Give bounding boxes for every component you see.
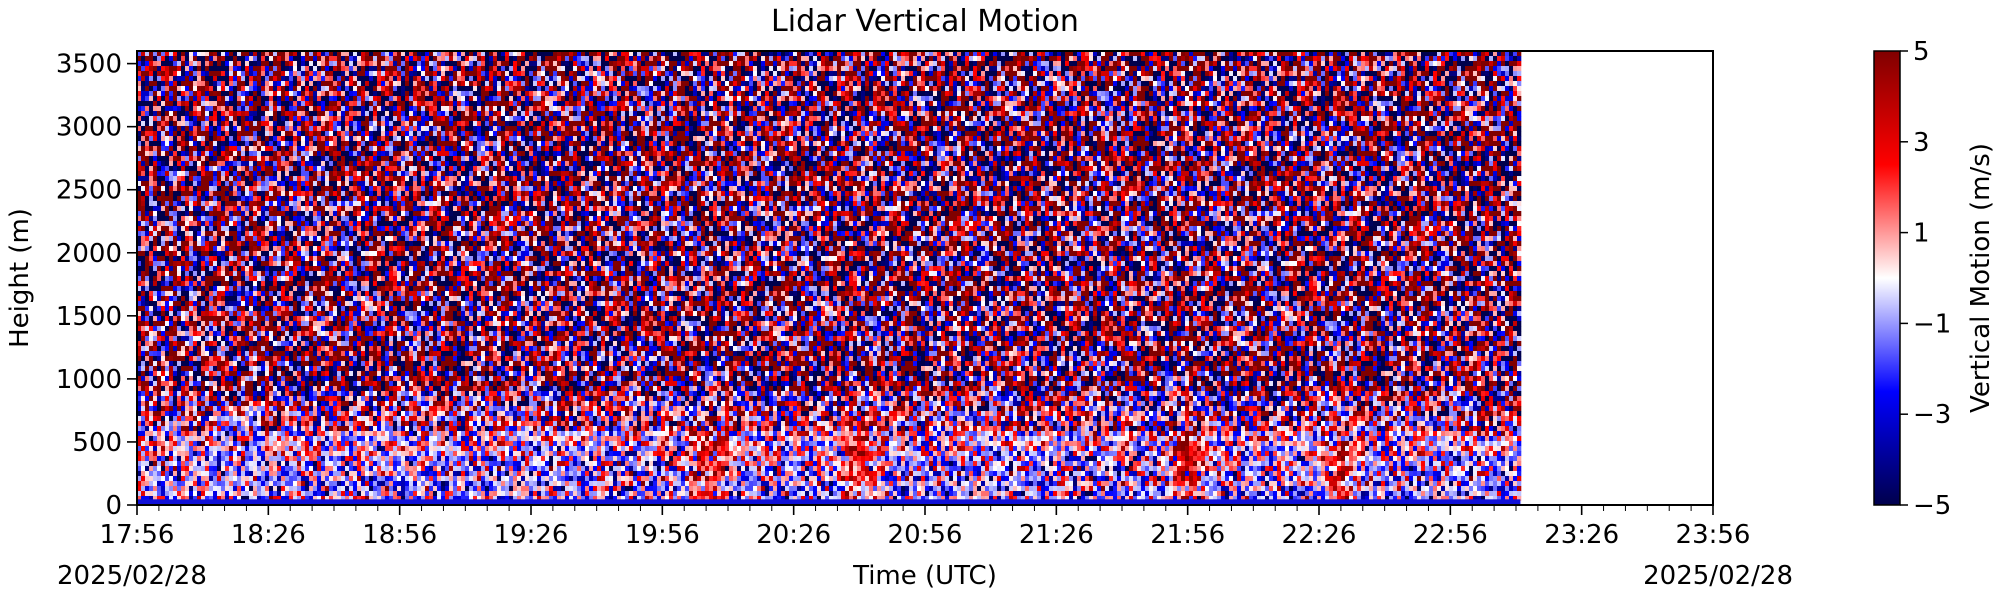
x-tick-label: 20:56 — [888, 520, 963, 550]
colorbar-tick-label: −5 — [1913, 491, 1951, 521]
y-tick-label: 1500 — [56, 302, 122, 332]
x-tick-label: 19:56 — [625, 520, 700, 550]
colorbar-tick-label: −3 — [1913, 400, 1951, 430]
y-tick-label: 3000 — [56, 113, 122, 143]
x-tick-label: 22:26 — [1282, 520, 1357, 550]
x-axis: 17:56 18:26 18:56 19:26 19:56 20:26 20:56 21:26… — [100, 505, 1751, 550]
x-tick-label: 18:26 — [231, 520, 306, 550]
heatmap-cells — [137, 51, 1521, 506]
colorbar — [1874, 51, 1900, 505]
x-tick-label: 23:56 — [1676, 520, 1751, 550]
x-tick-label: 21:56 — [1150, 520, 1225, 550]
y-tick-label: 1000 — [56, 365, 122, 395]
y-tick-label: 2500 — [56, 176, 122, 206]
y-tick-label: 500 — [72, 428, 122, 458]
x-tick-label: 17:56 — [100, 520, 175, 550]
chart-title: Lidar Vertical Motion — [771, 4, 1079, 39]
ground-level-band — [137, 499, 1520, 504]
y-axis-label: Height (m) — [5, 208, 35, 348]
y-tick-label: 2000 — [56, 239, 122, 269]
colorbar-tick-label: 3 — [1913, 128, 1930, 158]
x-axis-label: Time (UTC) — [852, 561, 997, 591]
colorbar-label: Vertical Motion (m/s) — [1966, 143, 1996, 413]
x-tick-label: 22:56 — [1413, 520, 1488, 550]
colorbar-tick-label: 5 — [1913, 37, 1930, 67]
colorbar-ticks: 5 3 1 −1 −3 −5 — [1900, 37, 1951, 521]
y-axis: 0 500 1000 1500 2000 2500 3000 3500 — [56, 50, 137, 521]
y-tick-label: 3500 — [56, 50, 122, 80]
y-tick-label: 0 — [105, 491, 122, 521]
x-tick-label: 23:26 — [1544, 520, 1619, 550]
x-tick-label: 20:26 — [756, 520, 831, 550]
colorbar-tick-label: −1 — [1913, 309, 1951, 339]
x-end-date-label: 2025/02/28 — [1643, 561, 1793, 591]
x-tick-label: 21:26 — [1019, 520, 1094, 550]
x-tick-label: 19:26 — [494, 520, 569, 550]
x-start-date-label: 2025/02/28 — [57, 561, 207, 591]
x-tick-label: 18:56 — [362, 520, 437, 550]
colorbar-tick-label: 1 — [1913, 219, 1930, 249]
